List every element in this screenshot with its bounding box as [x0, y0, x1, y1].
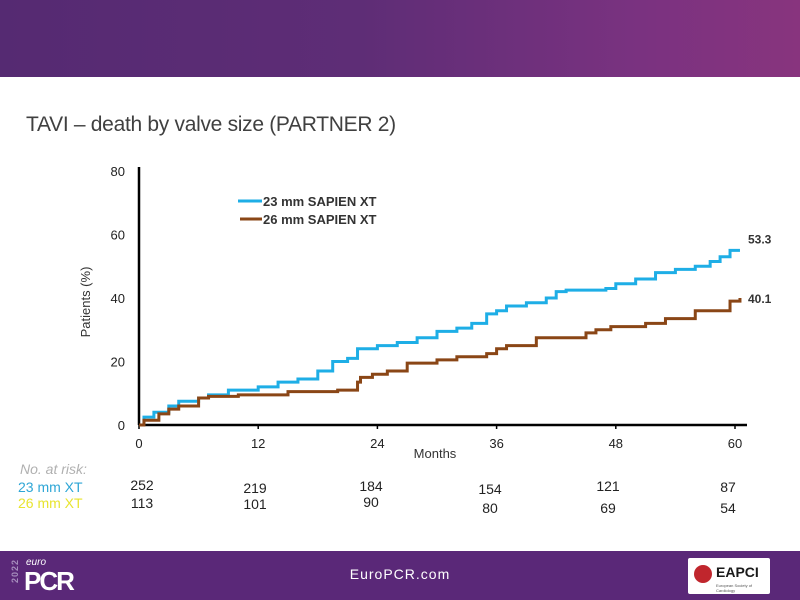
at-risk-row-name: 23 mm XT — [18, 479, 83, 495]
x-tick-label: 48 — [609, 436, 623, 451]
heart-icon — [694, 565, 712, 583]
eapci-name: EAPCI — [716, 564, 759, 580]
at-risk-value: 90 — [363, 494, 379, 510]
at-risk-value: 252 — [130, 477, 154, 493]
logo-euro: euro — [26, 557, 47, 568]
at-risk-value: 80 — [482, 500, 498, 516]
x-tick-label: 12 — [251, 436, 265, 451]
at-risk-value: 113 — [130, 495, 154, 511]
km-chart: 0 20 40 60 80 0 12 24 36 48 60 Months Patients (%) 5… — [78, 164, 772, 461]
series-line-26mm — [139, 298, 742, 427]
at-risk-value: 184 — [359, 478, 383, 494]
eapci-logo: EAPCI European Society of Cardiology — [688, 558, 770, 594]
end-value-label: 53.3 — [748, 232, 772, 246]
at-risk-value: 101 — [243, 496, 267, 512]
footer-bar: 2022 euro PCR EuroPCR.com EAPCI European… — [0, 551, 800, 600]
x-axis-label: Months — [414, 446, 457, 461]
at-risk-value: 69 — [600, 500, 616, 516]
slide-title: TAVI – death by valve size (PARTNER 2) — [26, 113, 396, 136]
logo-pcr: PCR — [24, 566, 75, 596]
x-tick-label: 36 — [489, 436, 503, 451]
x-tick-label: 24 — [370, 436, 384, 451]
series-line-23mm — [139, 248, 740, 427]
legend-label: 26 mm SAPIEN XT — [263, 212, 376, 227]
europcr-link[interactable]: EuroPCR.com — [349, 566, 451, 582]
at-risk-row-name: 26 mm XT — [18, 495, 83, 511]
y-tick-label: 0 — [118, 418, 125, 433]
eapci-sub: European Society of Cardiology — [716, 583, 753, 593]
x-tick-label: 60 — [728, 436, 742, 451]
y-tick-label: 60 — [111, 228, 125, 243]
at-risk-value: 219 — [243, 480, 267, 496]
at-risk-value: 87 — [720, 479, 736, 495]
legend-label: 23 mm SAPIEN XT — [263, 194, 376, 209]
at-risk-value: 54 — [720, 500, 736, 516]
at-risk-value: 121 — [596, 478, 620, 494]
y-tick-label: 80 — [111, 164, 125, 179]
at-risk-value: 154 — [478, 481, 502, 497]
x-tick-label: 0 — [135, 436, 142, 451]
header-banner — [0, 0, 800, 77]
y-tick-label: 40 — [111, 291, 125, 306]
y-axis-label: Patients (%) — [78, 267, 93, 338]
y-tick-label: 20 — [111, 355, 125, 370]
end-value-label: 40.1 — [748, 292, 772, 306]
at-risk-label: No. at risk: — [20, 461, 87, 477]
